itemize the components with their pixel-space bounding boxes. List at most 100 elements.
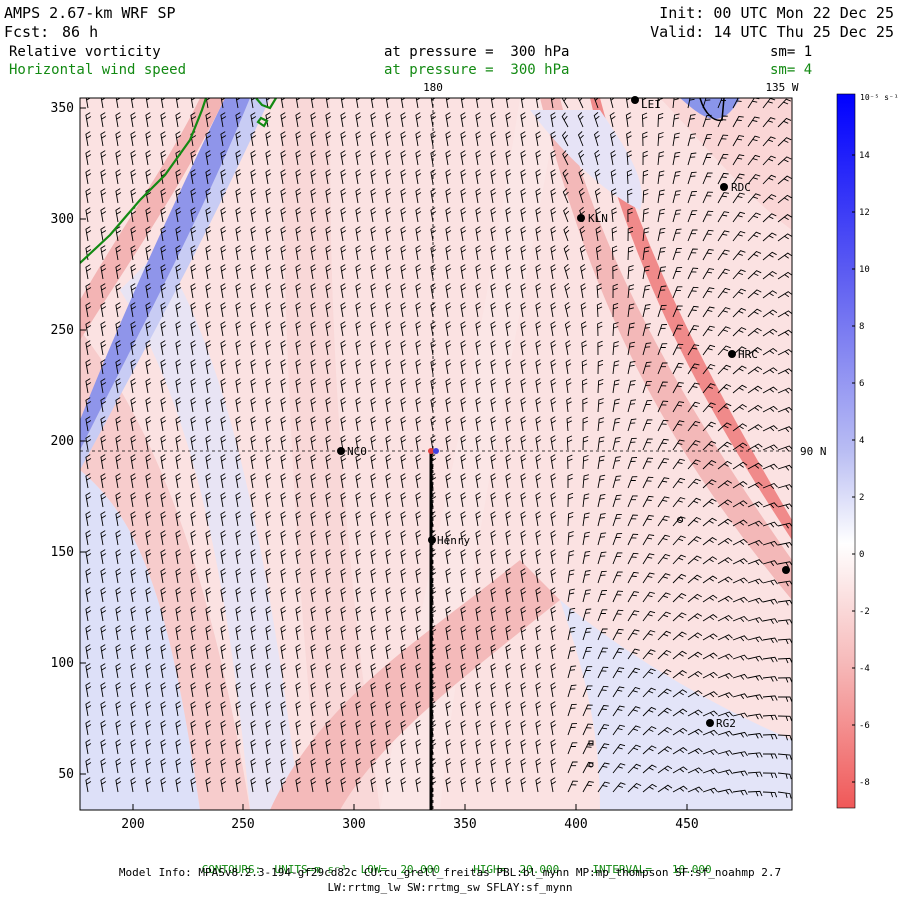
wind-barb xyxy=(115,473,122,489)
wind-barb xyxy=(582,666,593,679)
wind-barb xyxy=(340,169,347,185)
wind-barb xyxy=(115,169,122,185)
wind-barb xyxy=(250,701,257,717)
wind-barb xyxy=(747,366,763,375)
wind-barb xyxy=(205,739,212,755)
wind-barb xyxy=(717,595,733,603)
wind-barb xyxy=(250,568,257,584)
wind-barb xyxy=(657,477,670,489)
red-band-right xyxy=(540,98,792,600)
wind-barb xyxy=(490,264,497,280)
wind-barb xyxy=(687,152,697,166)
wind-barb xyxy=(582,704,593,717)
wind-barb xyxy=(687,670,703,679)
wind-barb xyxy=(642,706,657,717)
field2-smoothing: sm= 4 xyxy=(770,62,813,78)
wind-barb xyxy=(370,150,377,166)
wind-barb xyxy=(535,169,542,185)
wind-barb xyxy=(385,283,392,299)
wind-barb xyxy=(642,246,650,261)
station-dot-lei xyxy=(631,96,639,104)
wind-barb xyxy=(777,387,792,394)
wind-barb xyxy=(672,650,687,660)
wind-barb xyxy=(340,131,347,147)
wind-barb xyxy=(460,245,467,261)
wind-barb xyxy=(747,289,762,299)
wind-barb xyxy=(355,321,362,337)
wind-barb xyxy=(717,422,732,432)
wind-barb xyxy=(717,134,729,147)
wind-barb xyxy=(310,454,317,470)
wind-barb xyxy=(777,753,792,760)
wind-barb xyxy=(235,169,242,185)
wind-barb xyxy=(505,302,512,318)
wind-barb xyxy=(563,226,570,242)
wind-barb xyxy=(535,435,542,451)
wind-barb xyxy=(627,188,633,204)
wind-barb xyxy=(610,150,617,166)
wind-barb xyxy=(702,249,714,261)
wind-barb xyxy=(130,131,137,147)
wind-barb xyxy=(596,264,602,280)
x-tick-label: 250 xyxy=(231,817,254,832)
wind-barb xyxy=(415,435,422,451)
wind-barb xyxy=(490,644,497,660)
wind-barb xyxy=(235,416,242,432)
wind-barb xyxy=(762,482,778,490)
wind-barb xyxy=(85,587,92,603)
wind-barb xyxy=(340,302,347,318)
wind-barb xyxy=(190,207,197,223)
wind-barb xyxy=(762,328,778,337)
wind-barb xyxy=(702,729,718,736)
wind-barb xyxy=(490,739,497,755)
wind-barb xyxy=(370,131,377,147)
wind-barb xyxy=(340,264,347,280)
wind-barb xyxy=(687,248,698,261)
wind-barb xyxy=(115,188,122,204)
wind-barb xyxy=(175,397,182,413)
wind-barb xyxy=(475,549,482,565)
wind-barb xyxy=(175,530,182,546)
wind-barb xyxy=(415,682,422,698)
wind-barb xyxy=(597,455,605,470)
wind-barb xyxy=(627,514,638,527)
wind-barb xyxy=(672,631,687,641)
wind-barb xyxy=(205,625,212,641)
wind-barb xyxy=(520,397,527,413)
wind-barb xyxy=(235,739,242,755)
wind-barb xyxy=(535,663,542,679)
wind-barb xyxy=(265,359,272,375)
wind-barb xyxy=(385,454,392,470)
wind-barb xyxy=(672,171,681,185)
wind-barb xyxy=(310,359,317,375)
colorbar-tick-label: 8 xyxy=(859,322,864,332)
wind-barb xyxy=(505,340,512,356)
wind-barb xyxy=(280,568,287,584)
wind-barb xyxy=(415,245,422,261)
wind-barb xyxy=(777,426,792,433)
wind-barb xyxy=(762,656,778,663)
wind-barb xyxy=(777,772,792,780)
wind-barb xyxy=(732,538,748,546)
wind-barb xyxy=(702,153,713,166)
wind-barb xyxy=(175,473,182,489)
wind-barb xyxy=(145,283,152,299)
wind-barb xyxy=(160,758,167,774)
wind-barb xyxy=(370,283,377,299)
wind-barb xyxy=(567,742,578,755)
wind-barb xyxy=(550,511,557,527)
wind-barb xyxy=(550,131,557,147)
wind-barb xyxy=(415,283,422,299)
wind-barb xyxy=(220,302,227,318)
wind-barb xyxy=(535,511,542,527)
wind-barb xyxy=(732,635,748,642)
wind-barb xyxy=(687,516,702,527)
station-label-nco: NCO xyxy=(347,445,367,458)
wind-barb xyxy=(597,551,607,565)
wind-barb xyxy=(642,610,656,622)
wind-barb xyxy=(490,416,497,432)
wind-barb xyxy=(567,454,573,470)
wind-barb xyxy=(220,245,227,261)
wind-barb xyxy=(732,307,747,318)
wind-barb xyxy=(565,378,572,394)
